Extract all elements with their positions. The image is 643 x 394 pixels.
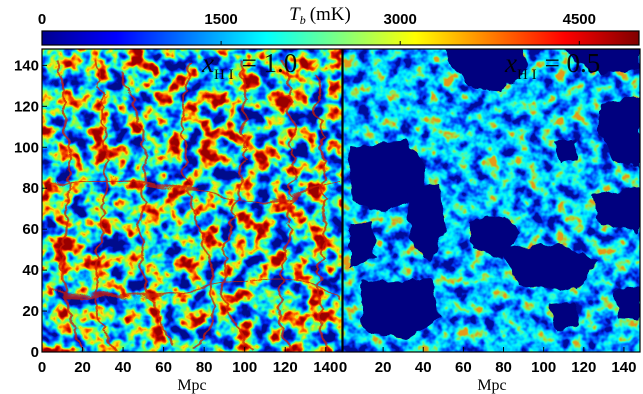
x-tick-label: 100 <box>531 359 556 376</box>
x-tick-label: 0 <box>339 359 347 376</box>
x-tick-label: 140 <box>611 359 636 376</box>
y-tick-label: 120 <box>14 98 39 115</box>
x-tick-label: 20 <box>74 359 91 376</box>
colorbar-tick-label: 4500 <box>563 11 596 28</box>
ionized-bubbles <box>350 49 640 340</box>
colorbar-tick-label: 0 <box>38 11 46 28</box>
panel-left-annotation: xH I = 1.0 <box>201 48 297 83</box>
panel-left-filaments <box>44 54 341 352</box>
x-tick-label: 20 <box>375 359 392 376</box>
y-tick-label: 0 <box>31 344 39 361</box>
x-tick-label: 120 <box>571 359 596 376</box>
y-tick-label: 100 <box>14 139 39 156</box>
y-tick-label: 140 <box>14 57 39 74</box>
colorbar-label: Tb (mK) <box>289 4 351 27</box>
panel-right-xlabel: Mpc <box>477 377 506 394</box>
x-tick-label: 0 <box>38 359 46 376</box>
colorbar-tick-label: 1500 <box>204 11 237 28</box>
panel-right-annotation: xH I = 0.5 <box>504 48 600 83</box>
panel-right: xH I = 0.5 0 20 40 60 80 100 120 140 Mpc <box>339 48 641 394</box>
x-tick-label: 40 <box>115 359 132 376</box>
x-tick-label: 80 <box>495 359 512 376</box>
x-tick-label: 60 <box>455 359 472 376</box>
x-tick-label: 100 <box>232 359 257 376</box>
panel-left-field <box>42 49 342 352</box>
x-tick-label: 80 <box>196 359 213 376</box>
y-tick-label: 60 <box>22 221 39 238</box>
x-tick-label: 60 <box>155 359 172 376</box>
panel-left-xlabel: Mpc <box>177 377 206 394</box>
y-tick-label: 20 <box>22 303 39 320</box>
y-tick-label: 40 <box>22 262 39 279</box>
x-tick-label: 120 <box>273 359 298 376</box>
panel-left: xH I = 1.0 0 20 40 60 80 100 120 140 0 20 40 60 80 10… <box>14 48 343 394</box>
y-tick-label: 80 <box>22 180 39 197</box>
colorbar-tick-label: 3000 <box>384 11 417 28</box>
colorbar: 0 1500 3000 4500 Tb (mK) <box>38 4 640 46</box>
colorbar-gradient <box>41 30 640 46</box>
x-tick-label: 140 <box>313 359 338 376</box>
x-tick-label: 40 <box>415 359 432 376</box>
